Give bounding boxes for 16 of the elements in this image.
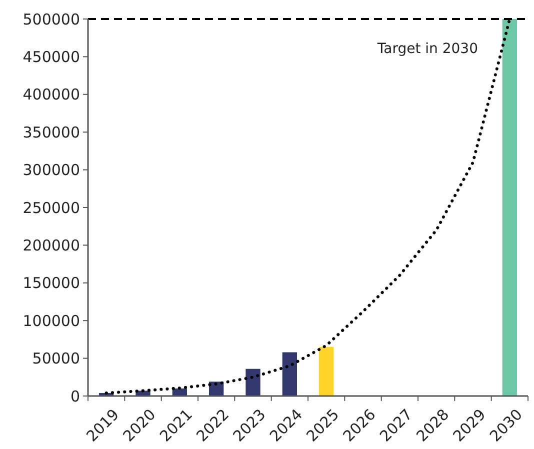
y-tick-label: 200000 — [22, 236, 80, 254]
y-tick-label: 350000 — [22, 123, 80, 142]
y-tick-label: 400000 — [22, 86, 80, 104]
y-tick-label: 100000 — [22, 312, 80, 330]
y-tick-label: 0 — [70, 387, 80, 406]
bar — [319, 346, 334, 396]
y-tick-label: 50000 — [32, 350, 80, 368]
y-tick-label: 500000 — [22, 10, 80, 28]
ref-line-label: Target in 2030 — [376, 41, 478, 57]
bar — [246, 368, 260, 396]
y-tick-label: 300000 — [22, 161, 80, 180]
y-tick-label: 450000 — [22, 48, 80, 66]
y-tick-label: 250000 — [22, 198, 80, 217]
bar — [502, 19, 517, 396]
y-tick-label: 150000 — [22, 274, 80, 292]
bar — [282, 352, 297, 396]
